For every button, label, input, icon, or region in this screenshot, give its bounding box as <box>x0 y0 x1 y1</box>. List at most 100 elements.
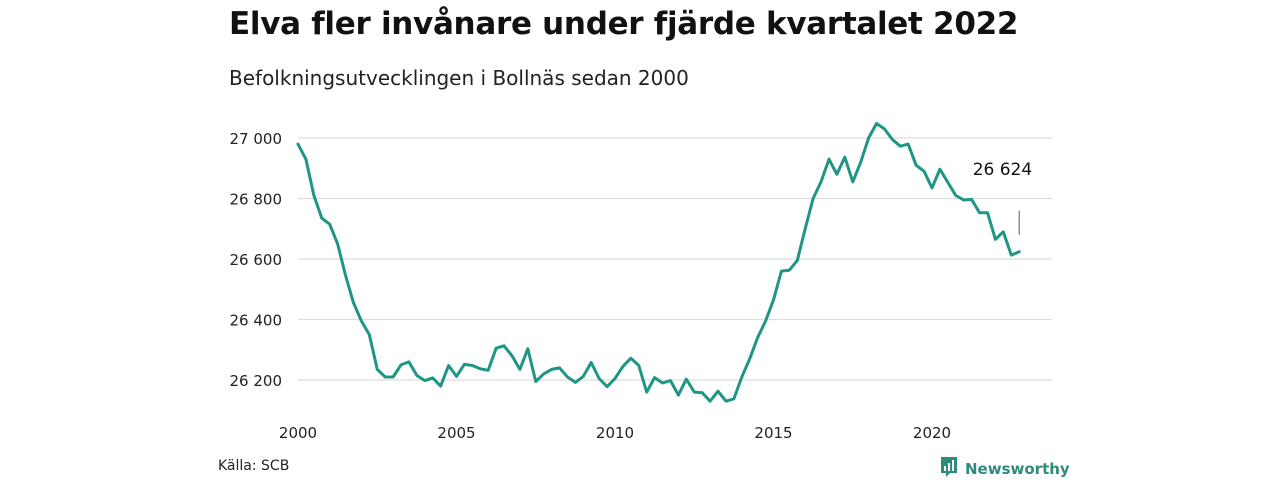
data-point <box>970 198 973 201</box>
data-point <box>788 269 791 272</box>
data-point <box>582 375 585 378</box>
data-point <box>360 320 363 323</box>
data-point <box>415 374 418 377</box>
data-point <box>685 378 688 381</box>
data-point <box>693 391 696 394</box>
data-point <box>820 180 823 183</box>
data-point <box>851 180 854 183</box>
data-point <box>954 194 957 197</box>
data-point <box>400 363 403 366</box>
data-point <box>748 357 751 360</box>
data-point <box>550 368 553 371</box>
data-point <box>669 379 672 382</box>
data-point <box>709 400 712 403</box>
data-point <box>542 372 545 375</box>
data-point <box>297 143 300 146</box>
y-tick-label: 27 000 <box>230 130 283 148</box>
x-tick-label: 2015 <box>754 424 792 442</box>
data-point <box>875 122 878 125</box>
data-point <box>312 194 315 197</box>
brand-name: Newsworthy <box>965 460 1070 478</box>
data-point <box>534 380 537 383</box>
data-point <box>431 376 434 379</box>
data-point <box>994 238 997 241</box>
data-point <box>772 298 775 301</box>
data-point <box>407 360 410 363</box>
data-point <box>376 368 379 371</box>
x-axis-ticks: 2000 2005 2010 2015 2020 <box>279 424 951 442</box>
data-point <box>701 391 704 394</box>
series-line <box>296 122 1021 403</box>
data-point <box>812 197 815 200</box>
data-point <box>598 377 601 380</box>
data-point <box>621 365 624 368</box>
y-tick-label: 26 400 <box>230 312 283 330</box>
data-point <box>907 143 910 146</box>
data-point <box>724 400 727 403</box>
data-point <box>495 347 498 350</box>
data-point <box>804 227 807 230</box>
x-tick-label: 2000 <box>279 424 317 442</box>
data-point <box>859 161 862 164</box>
data-point <box>915 164 918 167</box>
data-point <box>1010 254 1013 257</box>
data-point <box>645 391 648 394</box>
data-point <box>740 375 743 378</box>
data-point <box>384 375 387 378</box>
data-point <box>463 363 466 366</box>
data-point <box>320 217 323 220</box>
newsworthy-logo-icon <box>939 456 959 482</box>
data-point <box>526 347 529 350</box>
data-point <box>606 385 609 388</box>
data-point <box>653 376 656 379</box>
data-point <box>336 242 339 245</box>
brand-logo[interactable]: Newsworthy <box>939 456 1070 482</box>
data-point <box>796 259 799 262</box>
data-point <box>1018 250 1021 253</box>
y-tick-label: 26 200 <box>230 372 283 390</box>
data-point <box>304 158 307 161</box>
data-point <box>883 127 886 130</box>
data-point <box>614 377 617 380</box>
data-point <box>931 186 934 189</box>
x-tick-label: 2005 <box>437 424 475 442</box>
data-point <box>455 375 458 378</box>
data-point <box>835 173 838 176</box>
data-point <box>423 379 426 382</box>
data-point <box>368 333 371 336</box>
chart-title: Elva fler invånare under fjärde kvartale… <box>229 6 1019 42</box>
data-point <box>756 336 759 339</box>
y-tick-label: 26 800 <box>230 191 283 209</box>
data-point <box>923 170 926 173</box>
data-point <box>637 364 640 367</box>
data-point <box>471 364 474 367</box>
data-point <box>574 381 577 384</box>
annotation-group: 26 624 <box>973 160 1032 235</box>
data-point <box>590 361 593 364</box>
data-point <box>479 367 482 370</box>
data-point <box>899 145 902 148</box>
data-point <box>447 364 450 367</box>
data-point <box>946 181 949 184</box>
data-point <box>352 301 355 304</box>
data-point <box>629 357 632 360</box>
data-point <box>764 320 767 323</box>
data-point <box>962 199 965 202</box>
data-point <box>487 369 490 372</box>
y-tick-label: 26 600 <box>230 251 283 269</box>
data-point <box>891 138 894 141</box>
annotation-label: 26 624 <box>973 160 1032 180</box>
data-point <box>661 382 664 385</box>
x-tick-label: 2010 <box>596 424 634 442</box>
x-tick-label: 2020 <box>913 424 951 442</box>
data-point <box>677 394 680 397</box>
data-point <box>780 270 783 273</box>
data-point <box>328 223 331 226</box>
y-axis-ticks: 26 200 26 400 26 600 26 800 27 000 <box>230 130 283 390</box>
source-label: Källa: SCB <box>218 458 290 474</box>
data-point <box>392 375 395 378</box>
data-point <box>566 375 569 378</box>
data-point <box>344 274 347 277</box>
data-point <box>867 137 870 140</box>
